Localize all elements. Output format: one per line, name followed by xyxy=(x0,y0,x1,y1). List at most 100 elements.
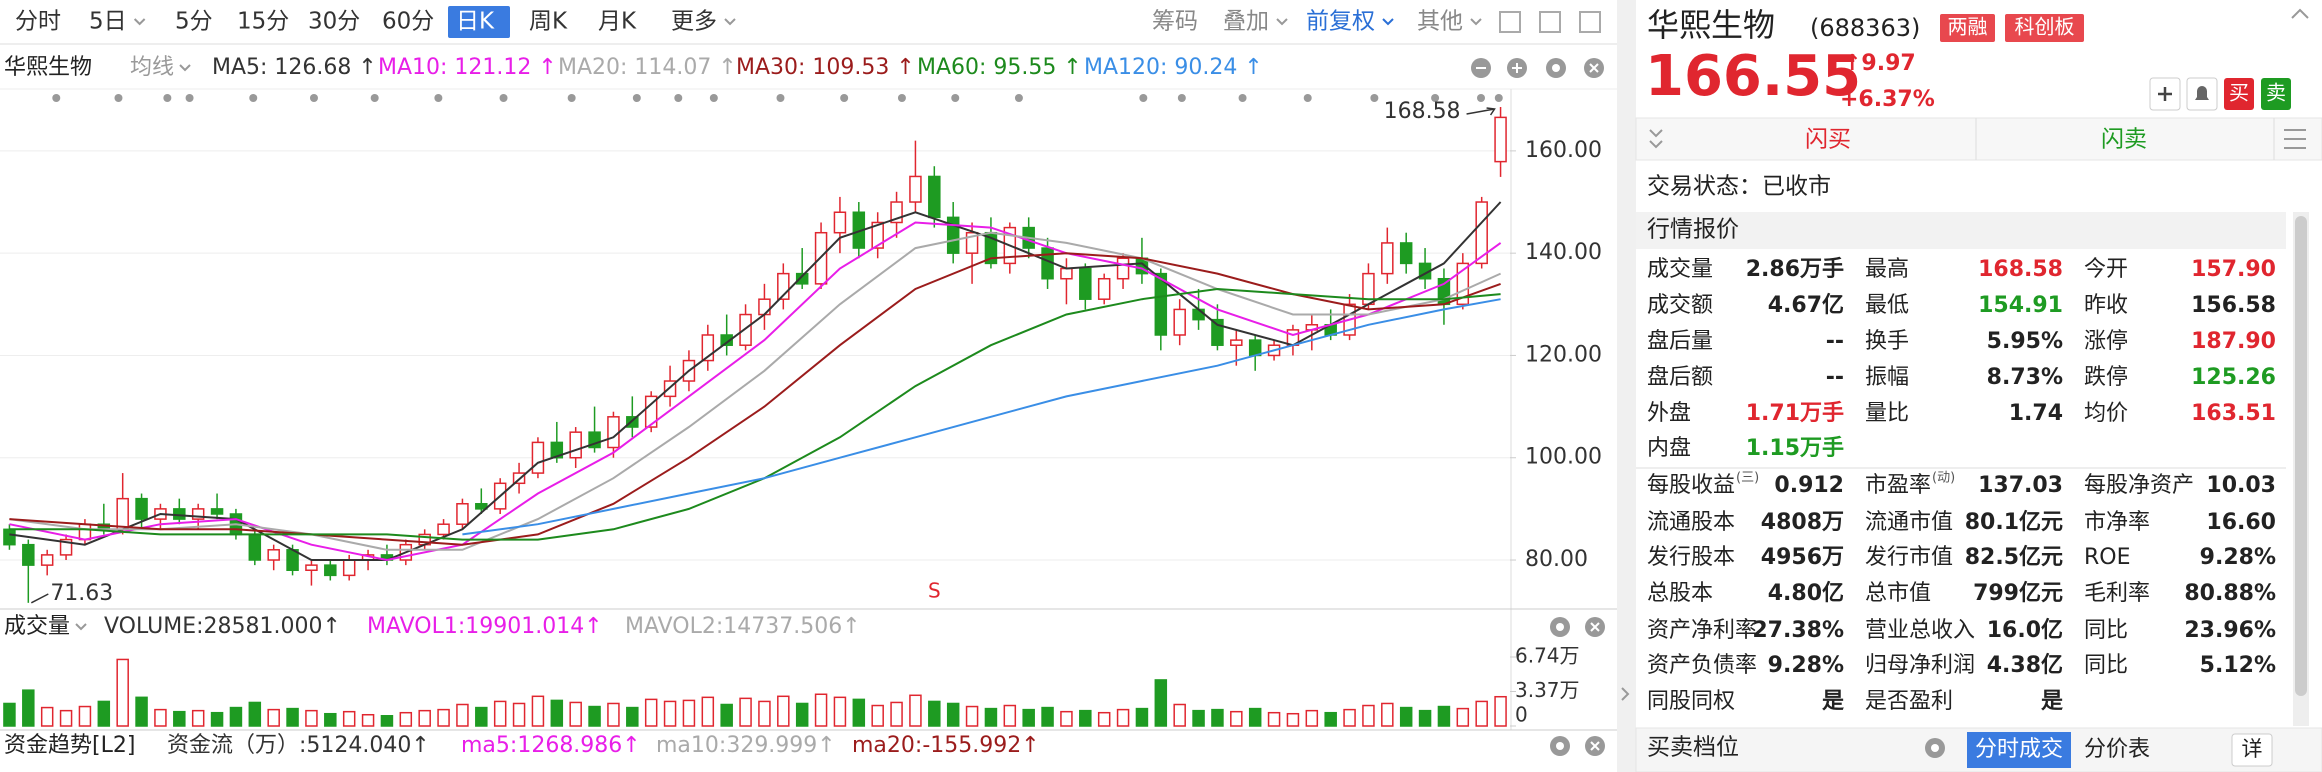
candle-body xyxy=(1494,116,1507,163)
tab[interactable]: 分价表 xyxy=(2084,737,2150,762)
toolbar-tool[interactable]: 筹码 xyxy=(1152,9,1198,35)
tab-active[interactable] xyxy=(1967,732,2071,768)
period-tab[interactable]: 日K xyxy=(456,9,495,35)
quote-label: 流通股本 xyxy=(1647,510,1735,535)
collapse-icon[interactable] xyxy=(1649,129,1663,149)
dropdown-icon[interactable] xyxy=(75,623,87,631)
period-tab[interactable]: 5分 xyxy=(175,9,213,35)
event-dot[interactable] xyxy=(309,94,318,102)
selected-tab[interactable] xyxy=(448,6,510,38)
tool-icon[interactable] xyxy=(1539,11,1561,33)
tool-icon[interactable] xyxy=(1579,11,1601,33)
toolbar-tool[interactable]: 叠加 xyxy=(1223,9,1269,35)
quote-label: 发行股本 xyxy=(1647,545,1735,570)
close-glyph[interactable] xyxy=(1590,741,1600,751)
trade-button-label[interactable]: 卖 xyxy=(2266,81,2286,105)
indicator[interactable]: 均线 xyxy=(130,55,174,80)
event-dot[interactable] xyxy=(249,94,258,102)
quote-value: 4808万 xyxy=(1761,510,1844,535)
settings-glyph[interactable] xyxy=(1931,744,1939,752)
quote-label: 流通市值 xyxy=(1865,510,1953,535)
bell-glyph[interactable] xyxy=(2195,86,2209,100)
period-tab[interactable]: 5日 xyxy=(89,9,127,35)
event-dot[interactable] xyxy=(709,94,718,102)
event-dot[interactable] xyxy=(114,94,123,102)
tab[interactable]: 分时成交 xyxy=(1975,737,2063,762)
quote-value: 80.1亿元 xyxy=(1965,510,2063,535)
period-tab[interactable]: 周K xyxy=(529,9,568,35)
event-dot[interactable] xyxy=(163,94,172,102)
event-dot[interactable] xyxy=(776,94,785,102)
candle-body xyxy=(1060,267,1073,280)
splitter-arrow[interactable] xyxy=(1621,687,1630,701)
dropdown-icon[interactable] xyxy=(724,18,736,26)
close-glyph[interactable] xyxy=(1589,63,1599,73)
event-dot[interactable] xyxy=(567,94,576,102)
splitter[interactable] xyxy=(1617,0,1636,772)
event-dot[interactable] xyxy=(1477,94,1485,102)
menu-icon[interactable] xyxy=(2284,129,2306,149)
event-dot[interactable] xyxy=(1177,94,1186,102)
event-dot[interactable] xyxy=(52,94,61,102)
period-tab[interactable]: 月K xyxy=(598,9,637,35)
quote-label: 盘后额 xyxy=(1647,365,1713,390)
event-dot[interactable] xyxy=(1303,94,1312,102)
event-dot[interactable] xyxy=(499,94,508,102)
event-dot[interactable] xyxy=(1370,94,1379,102)
toolbar-tool[interactable]: 前复权 xyxy=(1306,9,1375,35)
settings-glyph[interactable] xyxy=(1556,623,1564,631)
tool-icon[interactable] xyxy=(1499,11,1521,33)
quote-label: 换手 xyxy=(1865,329,1909,354)
period-tab[interactable]: 60分 xyxy=(382,9,434,35)
event-dot[interactable] xyxy=(1238,94,1247,102)
event-dot[interactable] xyxy=(370,94,379,102)
quote-label: 归母净利润 xyxy=(1865,653,1975,678)
collapse-top-icon[interactable] xyxy=(2291,8,2309,19)
detail-button[interactable] xyxy=(2231,733,2273,767)
volume-bar xyxy=(1362,704,1375,727)
quote-label: 昨收 xyxy=(2084,293,2128,318)
zoom-in-glyph[interactable] xyxy=(1512,63,1522,73)
trade-button[interactable] xyxy=(2261,78,2291,110)
event-dot[interactable] xyxy=(1139,94,1148,102)
period-tab[interactable]: 分时 xyxy=(15,9,61,35)
period-tab[interactable]: 15分 xyxy=(237,9,289,35)
volume-bar xyxy=(475,706,488,727)
volume-bar xyxy=(1475,700,1488,727)
event-dot[interactable] xyxy=(674,94,683,102)
event-dot[interactable] xyxy=(434,94,443,102)
event-dot[interactable] xyxy=(1014,94,1023,102)
flow-legend: ma5:1268.986↑ xyxy=(461,733,641,758)
event-dot[interactable] xyxy=(632,94,641,102)
add-glyph[interactable] xyxy=(2158,87,2172,101)
candle-body xyxy=(871,221,884,249)
period-tab[interactable]: 更多 xyxy=(671,9,717,35)
toolbar-tool[interactable]: 其他 xyxy=(1417,9,1463,35)
scrollbar-thumb[interactable] xyxy=(2295,216,2307,696)
quote-value: 8.73% xyxy=(1987,365,2063,390)
close-glyph[interactable] xyxy=(1590,622,1600,632)
quote-value: 0.912 xyxy=(1774,473,1844,498)
event-dot[interactable] xyxy=(951,94,960,102)
event-dot[interactable] xyxy=(840,94,849,102)
event-dot[interactable] xyxy=(1494,94,1503,102)
dropdown-icon[interactable] xyxy=(133,18,146,26)
settings-glyph[interactable] xyxy=(1556,742,1564,750)
detail-label[interactable]: 详 xyxy=(2242,737,2263,761)
dropdown-icon[interactable] xyxy=(1470,18,1482,26)
event-dot[interactable] xyxy=(185,94,194,102)
flash-sell[interactable]: 闪卖 xyxy=(2101,127,2147,153)
trade-button-label[interactable]: 买 xyxy=(2229,81,2249,105)
event-dot[interactable] xyxy=(1431,94,1440,102)
dropdown-icon[interactable] xyxy=(1382,18,1394,26)
volume-legend: MAVOL2:14737.506↑ xyxy=(625,614,861,639)
candle-body xyxy=(1079,267,1092,300)
event-dot[interactable] xyxy=(897,94,906,102)
dropdown-icon[interactable] xyxy=(1276,18,1288,26)
trade-button[interactable] xyxy=(2224,78,2254,110)
dropdown-icon[interactable] xyxy=(179,64,191,72)
period-tab[interactable]: 30分 xyxy=(308,9,360,35)
settings-glyph[interactable] xyxy=(1552,64,1560,72)
flash-buy[interactable]: 闪买 xyxy=(1805,127,1851,153)
quote-value: 157.90 xyxy=(2191,257,2276,282)
